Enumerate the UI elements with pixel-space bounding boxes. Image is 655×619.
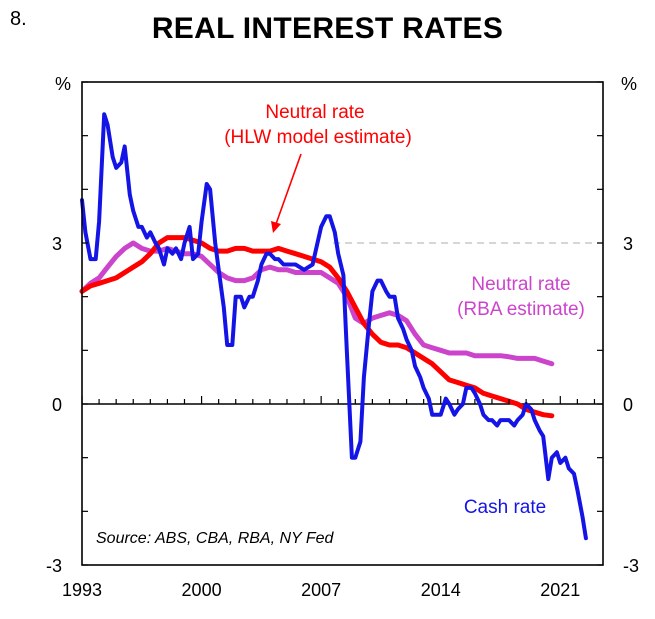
rba-series-label-line1: Neutral rate: [471, 274, 570, 295]
rba-series-label-line2: (RBA estimate): [457, 299, 585, 320]
y-label-left--3: -3: [46, 556, 62, 576]
chart-title: REAL INTEREST RATES: [151, 12, 504, 45]
x-label-2021: 2021: [540, 580, 580, 600]
figure-number: 8.: [10, 8, 27, 30]
y-label-left-3: 3: [52, 234, 62, 254]
hlw-series-label-line1: Neutral rate: [265, 102, 364, 123]
y-label-right-3: 3: [623, 234, 633, 254]
x-label-1993: 1993: [62, 580, 102, 600]
source-note: Source: ABS, CBA, RBA, NY Fed: [96, 530, 335, 547]
x-label-2000: 2000: [182, 580, 222, 600]
y-label-left-0: 0: [52, 395, 62, 415]
y-label-right--3: -3: [623, 556, 639, 576]
hlw-neutral-rate-line: [79, 235, 555, 419]
x-label-2014: 2014: [421, 580, 461, 600]
cash-rate-line: [80, 112, 588, 541]
plot-frame: [81, 81, 604, 566]
y-label-right-0: 0: [623, 395, 633, 415]
hlw-series-label-line2: (HLW model estimate): [224, 127, 412, 148]
right-unit-label: %: [621, 74, 637, 94]
cash-series-label: Cash rate: [464, 497, 546, 518]
left-unit-label: %: [55, 74, 71, 94]
hlw-arrow: [271, 153, 302, 233]
x-label-2007: 2007: [301, 580, 341, 600]
